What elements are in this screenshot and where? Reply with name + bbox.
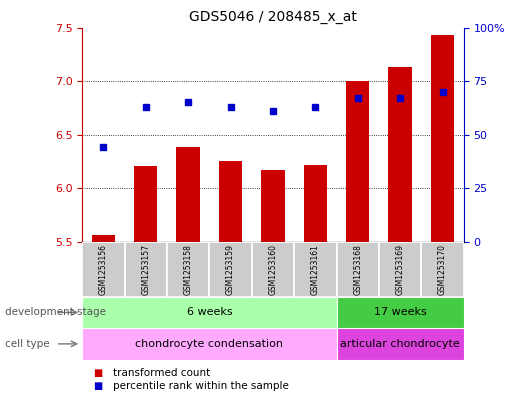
Bar	[82, 328, 337, 360]
Text: GSM1253159: GSM1253159	[226, 244, 235, 295]
Bar	[304, 165, 327, 242]
Text: ■: ■	[93, 381, 102, 391]
Text: ■: ■	[93, 368, 102, 378]
Bar	[82, 297, 337, 328]
Bar	[346, 81, 369, 242]
Text: articular chondrocyte: articular chondrocyte	[340, 339, 460, 349]
Bar	[176, 147, 200, 242]
Bar	[167, 242, 209, 297]
Text: transformed count: transformed count	[113, 368, 210, 378]
Bar	[337, 242, 379, 297]
Bar	[294, 242, 337, 297]
Text: GSM1253158: GSM1253158	[184, 244, 192, 295]
Bar	[431, 35, 454, 242]
Bar	[379, 242, 421, 297]
Text: cell type: cell type	[5, 339, 50, 349]
Text: 6 weeks: 6 weeks	[187, 307, 232, 318]
Text: percentile rank within the sample: percentile rank within the sample	[113, 381, 289, 391]
Bar	[134, 166, 157, 242]
Text: development stage: development stage	[5, 307, 107, 318]
Bar	[388, 67, 412, 242]
Bar	[421, 242, 464, 297]
Text: GSM1253161: GSM1253161	[311, 244, 320, 295]
Text: GSM1253157: GSM1253157	[142, 244, 150, 295]
Text: 17 weeks: 17 weeks	[374, 307, 427, 318]
Text: GSM1253168: GSM1253168	[354, 244, 362, 295]
Bar	[219, 162, 242, 242]
Text: GSM1253156: GSM1253156	[99, 244, 108, 295]
Text: GSM1253169: GSM1253169	[396, 244, 404, 295]
Text: GSM1253160: GSM1253160	[269, 244, 277, 295]
Text: GSM1253170: GSM1253170	[438, 244, 447, 295]
Bar	[252, 242, 294, 297]
Bar	[337, 328, 464, 360]
Bar	[92, 235, 115, 242]
Bar	[125, 242, 167, 297]
Title: GDS5046 / 208485_x_at: GDS5046 / 208485_x_at	[189, 10, 357, 24]
Bar	[82, 242, 125, 297]
Text: chondrocyte condensation: chondrocyte condensation	[135, 339, 284, 349]
Bar	[337, 297, 464, 328]
Bar	[209, 242, 252, 297]
Bar	[261, 170, 285, 242]
